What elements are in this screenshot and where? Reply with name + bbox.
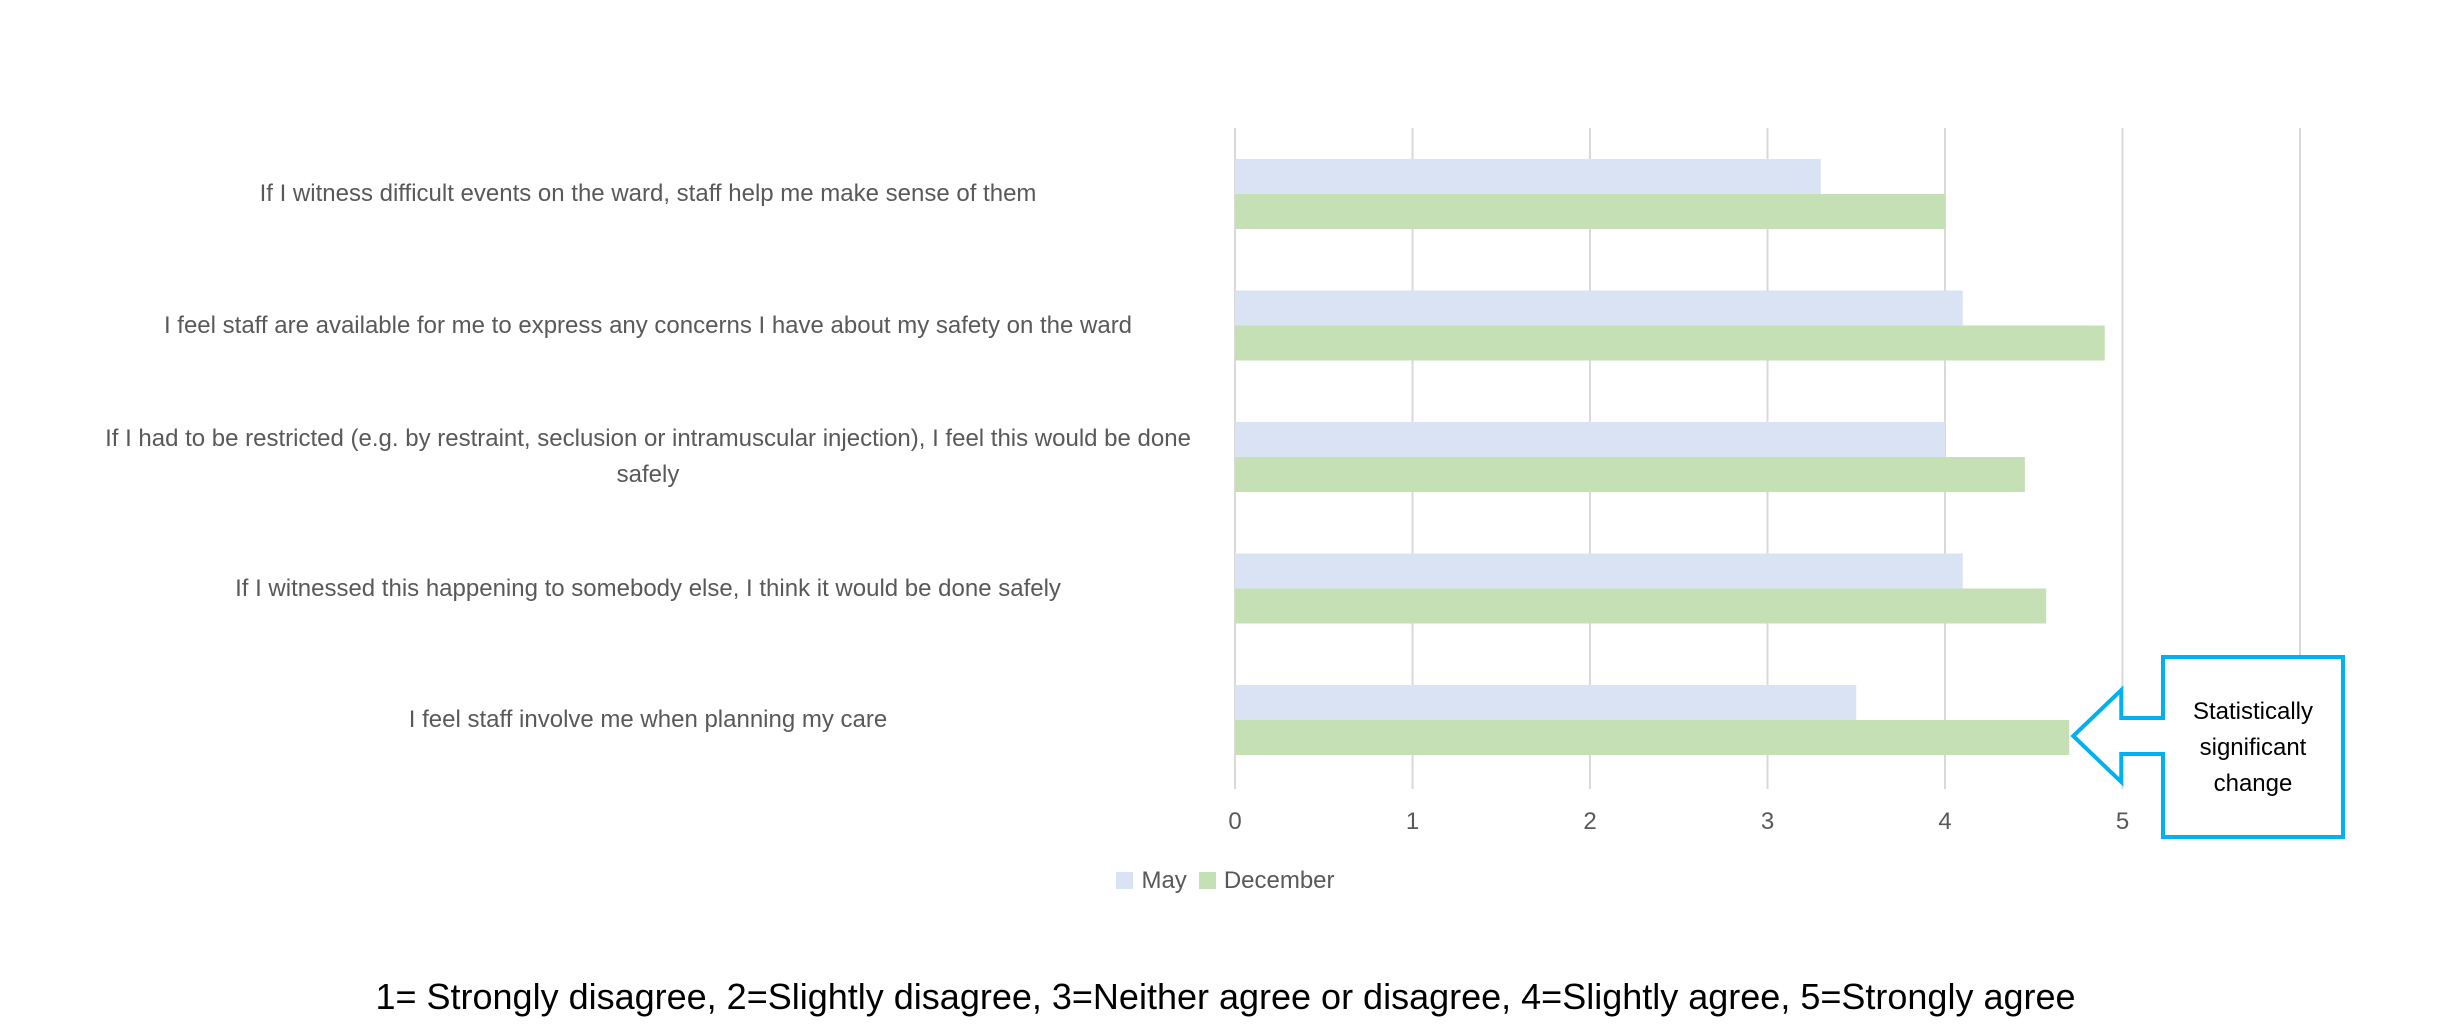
legend-swatch <box>1116 871 1134 889</box>
bar-may <box>1235 685 1857 720</box>
bar-december <box>1235 588 2047 624</box>
bar-may <box>1235 422 1945 457</box>
x-tick-label: 5 <box>2115 808 2130 835</box>
x-tick-label: 0 <box>1228 808 1242 835</box>
callout-arrow-box <box>2070 655 2345 839</box>
legend: May December <box>0 866 2451 895</box>
category-label: If I witness difficult events on the war… <box>259 180 1037 207</box>
x-tick-label: 1 <box>1405 808 1420 835</box>
category-label: I feel staff involve me when planning my… <box>408 706 888 733</box>
bar-may <box>1235 553 1963 589</box>
x-tick-label: 4 <box>1938 808 1952 835</box>
bar-december <box>1235 194 1945 229</box>
legend-label: May <box>1141 866 1187 894</box>
bar-december <box>1235 457 2025 492</box>
bar-may <box>1235 159 1821 194</box>
category-label: If I had to be restricted (e.g. by restr… <box>105 425 1191 488</box>
x-tick-label: 3 <box>1760 808 1775 835</box>
bar-december <box>1235 325 2105 361</box>
legend-item: December <box>1198 866 1335 895</box>
x-tick-label: 2 <box>1583 808 1597 835</box>
legend-item: May <box>1116 866 1187 895</box>
legend-label: December <box>1223 866 1335 894</box>
bar-may <box>1235 290 1963 326</box>
callout-text: Statistically significant change <box>2192 698 2314 797</box>
bar-december <box>1235 720 2070 755</box>
footnote: 1= Strongly disagree, 2=Slightly disagre… <box>375 976 2076 1017</box>
category-label: If I witnessed this happening to somebod… <box>235 574 1061 602</box>
category-label: I feel staff are available for me to exp… <box>163 311 1133 339</box>
legend-swatch <box>1198 871 1216 889</box>
